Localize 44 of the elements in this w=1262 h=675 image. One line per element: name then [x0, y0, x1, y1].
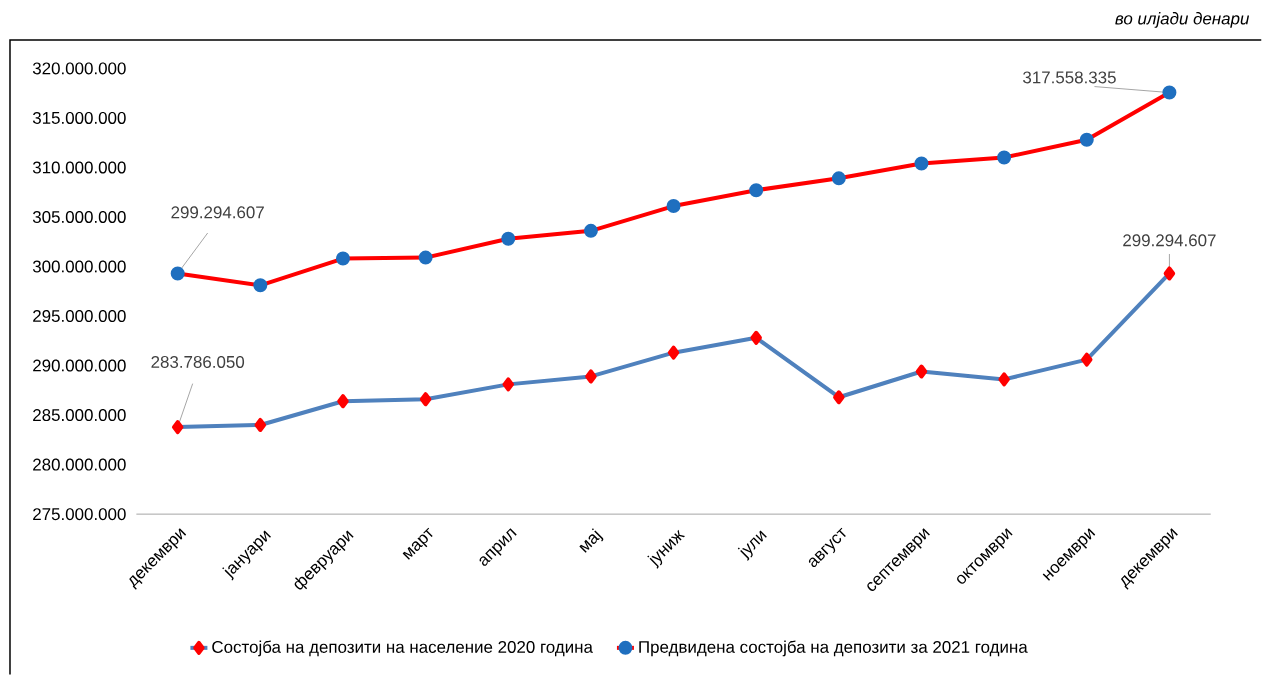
point: [502, 377, 515, 392]
point: [667, 345, 680, 360]
point: [915, 364, 928, 379]
data-label: 299.294.607: [1123, 234, 1216, 247]
y-tick-label: 310.000.000: [32, 161, 126, 174]
y-tick-label: 320.000.000: [32, 62, 126, 75]
point: [831, 171, 846, 186]
point: [998, 372, 1010, 387]
x-tick-label: мај: [579, 527, 604, 553]
point: [501, 231, 516, 246]
point: [253, 278, 268, 293]
point: [1081, 352, 1093, 367]
y-tick-label: 290.000.000: [33, 359, 126, 372]
data-label: 317.558.335: [1023, 71, 1116, 84]
point: [1079, 132, 1094, 147]
y-tick-label: 280.000.000: [33, 458, 126, 471]
y-tick-label: 275.000.000: [33, 507, 126, 520]
point: [419, 392, 432, 407]
point: [749, 183, 764, 198]
data-label: 283.786.050: [151, 355, 245, 368]
point: [914, 156, 929, 171]
point: [170, 266, 185, 281]
y-tick-label: 285.000.000: [33, 408, 126, 421]
point: [750, 330, 762, 345]
legend-label: Состојба на депозити на население 2020 година: [212, 640, 593, 657]
y-tick-label: 295.000.000: [33, 309, 126, 322]
point: [585, 369, 597, 384]
data-label: 299.294.607: [171, 206, 264, 219]
y-tick-label: 305.000.000: [32, 210, 126, 223]
text: во илјади денари: [1115, 11, 1250, 28]
legend-label: Предвидена состојба на депозити за 2021 година: [639, 640, 1028, 657]
point: [997, 150, 1012, 165]
point: [337, 394, 349, 409]
point: [171, 419, 184, 434]
point: [254, 417, 267, 432]
y-tick-label: 300.000.000: [32, 260, 126, 273]
point: [1162, 85, 1177, 100]
point: [1163, 266, 1176, 281]
point: [583, 223, 598, 238]
point: [833, 390, 845, 405]
point: [418, 250, 433, 265]
y-tick-label: 315.000.000: [32, 111, 126, 124]
point: [335, 251, 350, 266]
point: [666, 198, 681, 213]
